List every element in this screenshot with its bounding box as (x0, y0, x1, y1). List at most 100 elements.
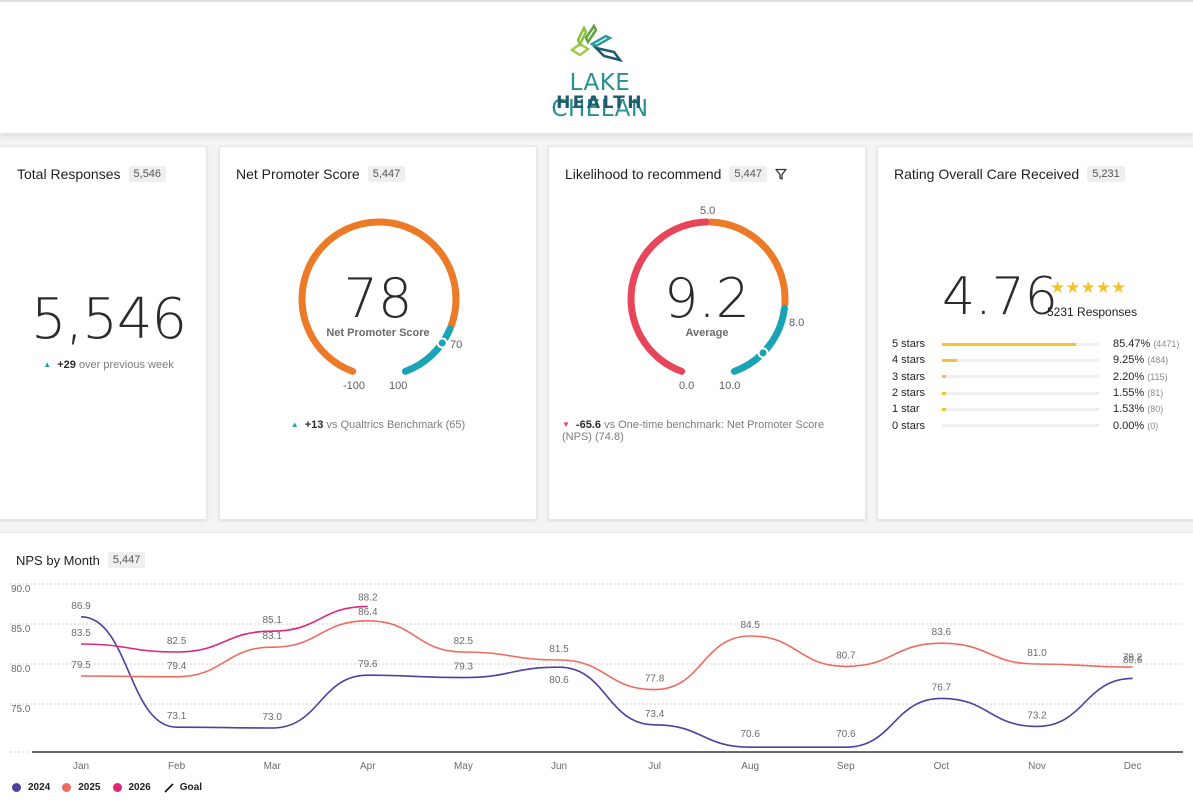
data-label-2025: 79.4 (167, 661, 187, 672)
nps-by-month-title: NPS by Month (16, 552, 100, 568)
x-tick-label: May (454, 761, 473, 772)
goal-line-icon (164, 782, 174, 793)
data-label-2026: 83.5 (71, 628, 91, 639)
data-label-2024: 73.1 (167, 711, 187, 722)
total-responses-value: 5,546 (30, 287, 187, 352)
distribution-bar-track (942, 342, 1099, 346)
legend-dot-icon (112, 783, 122, 792)
data-label-2025: 79.5 (71, 660, 91, 671)
nps-scale-max: 100 (389, 380, 408, 392)
trend-up-icon: ▲ (290, 420, 299, 429)
rating-distribution: 5 stars 85.47% (4471) 4 stars 9.25% (484)… (892, 336, 1182, 434)
data-label-2024: 73.2 (1027, 710, 1047, 721)
delta-text: over previous week (78, 359, 174, 371)
total-responses-card[interactable]: Total Responses 5,546 5,546 ▲ +29 over pr… (0, 146, 207, 520)
legend-item-2026[interactable]: 2026 (112, 782, 151, 793)
likelihood-gauge (627, 218, 789, 375)
data-label-2025: 84.5 (740, 620, 760, 631)
lake-chelan-health-logo: LAKE CHELAN HEALTH (520, 22, 680, 122)
logo-text-line2: HEALTH (556, 93, 644, 113)
distribution-percent: 9.25% (1113, 354, 1145, 367)
response-count-badge: 5,447 (729, 166, 767, 182)
legend-label: 2026 (128, 782, 151, 793)
distribution-count: (81) (1147, 388, 1164, 399)
distribution-count: (115) (1147, 371, 1168, 382)
data-label-2024: 79.6 (358, 659, 378, 670)
likelihood-scale-high: 8.0 (789, 317, 805, 329)
likelihood-card[interactable]: Likelihood to recommend 5,447 9.2 Averag… (548, 146, 866, 520)
likelihood-delta: ▼ -65.6 vs One-time benchmark: Net Promot… (562, 419, 852, 443)
rating-distribution-row: 0 stars 0.00% (0) (892, 417, 1182, 433)
star-level-label: 5 stars (892, 338, 926, 351)
nps-by-month-panel: NPS by Month 5,447 75.0 80.0 85.0 90.0 Jan Fe… (0, 532, 1193, 806)
rating-average-value: 4.76 (942, 267, 1058, 327)
star-level-label: 4 stars (892, 354, 926, 367)
data-label-2024: 79.2 (1123, 652, 1143, 663)
x-tick-label: Sep (837, 761, 855, 772)
legend-item-goal[interactable]: Goal (163, 782, 202, 793)
distribution-bar-fill (942, 342, 1077, 346)
logo-text-line1: LAKE CHELAN (551, 70, 649, 122)
rating-responses: 5231 Responses (1047, 305, 1138, 319)
nps-card[interactable]: Net Promoter Score 5,447 78 Net Promoter… (219, 146, 537, 520)
data-label-2024: 70.6 (740, 729, 760, 740)
filter-icon[interactable] (775, 168, 787, 180)
response-count-badge: 5,447 (367, 166, 406, 182)
distribution-percent: 85.47% (1113, 338, 1151, 351)
distribution-percent: 2.20% (1113, 370, 1145, 383)
nps-line-chart: 75.0 80.0 85.0 90.0 Jan Feb Mar Apr May Jun Jul Aug… (10, 583, 1183, 772)
data-label-2026: 82.5 (167, 636, 187, 647)
data-label-2026: 88.2 (358, 592, 378, 603)
star-level-label: 2 stars (892, 387, 926, 400)
data-label-2025: 83.1 (262, 631, 282, 642)
likelihood-scale-mid: 5.0 (700, 205, 716, 217)
x-tick-label: Jul (648, 761, 661, 772)
legend-item-2024[interactable]: 2024 (12, 782, 50, 793)
rating-card[interactable]: Rating Overall Care Received 5,231 4.76 … (877, 146, 1193, 520)
legend-label: 2024 (28, 782, 51, 793)
rating-distribution-row: 4 stars 9.25% (484) (892, 352, 1182, 368)
delta-text: vs One-time benchmark: Net Promoter Scor… (562, 419, 825, 443)
x-tick-label: Dec (1124, 761, 1142, 772)
response-count-badge: 5,231 (1087, 166, 1125, 182)
star-rating-icon: ★★★★★ (1050, 278, 1127, 297)
legend-label: Goal (179, 782, 202, 793)
distribution-bar-fill (942, 375, 946, 379)
data-label-2024: 73.4 (645, 709, 665, 720)
distribution-count: (80) (1147, 404, 1164, 415)
x-tick-label: Apr (360, 761, 376, 772)
nps-title: Net Promoter Score (236, 166, 360, 182)
distribution-bar-track (942, 375, 1099, 379)
distribution-bar-fill (942, 358, 957, 362)
data-label-2025: 81.5 (549, 644, 569, 655)
data-label-2026: 85.1 (262, 615, 282, 626)
nps-delta: ▲ +13 vs Qualtrics Benchmark (65) (220, 419, 536, 431)
gauge-segment-above-threshold (401, 325, 454, 375)
response-count-badge: 5,447 (107, 552, 146, 568)
gauge-score-marker (757, 347, 769, 359)
gauge-segment-below-threshold (298, 218, 460, 375)
nps-threshold-label: 70 (450, 339, 463, 351)
likelihood-title: Likelihood to recommend (565, 166, 722, 182)
data-label-2025: 86.4 (358, 607, 378, 618)
card-title: Likelihood to recommend 5,447 (565, 166, 787, 182)
x-tick-label: Oct (934, 761, 950, 772)
x-tick-label: Feb (168, 761, 186, 772)
distribution-bar-track (942, 358, 1099, 362)
gauge-score-marker (436, 337, 448, 349)
y-tick-label: 85.0 (11, 624, 31, 635)
series-line-2025 (80, 619, 1133, 691)
series-line-2024 (80, 616, 1133, 748)
distribution-percent: 0.00% (1113, 419, 1145, 432)
likelihood-scale-min: 0.0 (679, 380, 695, 392)
rating-distribution-row: 5 stars 85.47% (4471) (892, 336, 1182, 352)
data-label-2025: 80.6 (1123, 655, 1143, 666)
series-line-2026 (80, 605, 368, 653)
card-title: Rating Overall Care Received 5,231 (894, 166, 1125, 182)
x-tick-label: Mar (264, 761, 282, 772)
distribution-bar-track (942, 424, 1099, 428)
legend-item-2025[interactable]: 2025 (62, 782, 101, 793)
y-tick-label: 90.0 (11, 584, 31, 595)
gauge-segment-promoter (730, 304, 788, 375)
data-label-2024: 70.6 (836, 729, 856, 740)
